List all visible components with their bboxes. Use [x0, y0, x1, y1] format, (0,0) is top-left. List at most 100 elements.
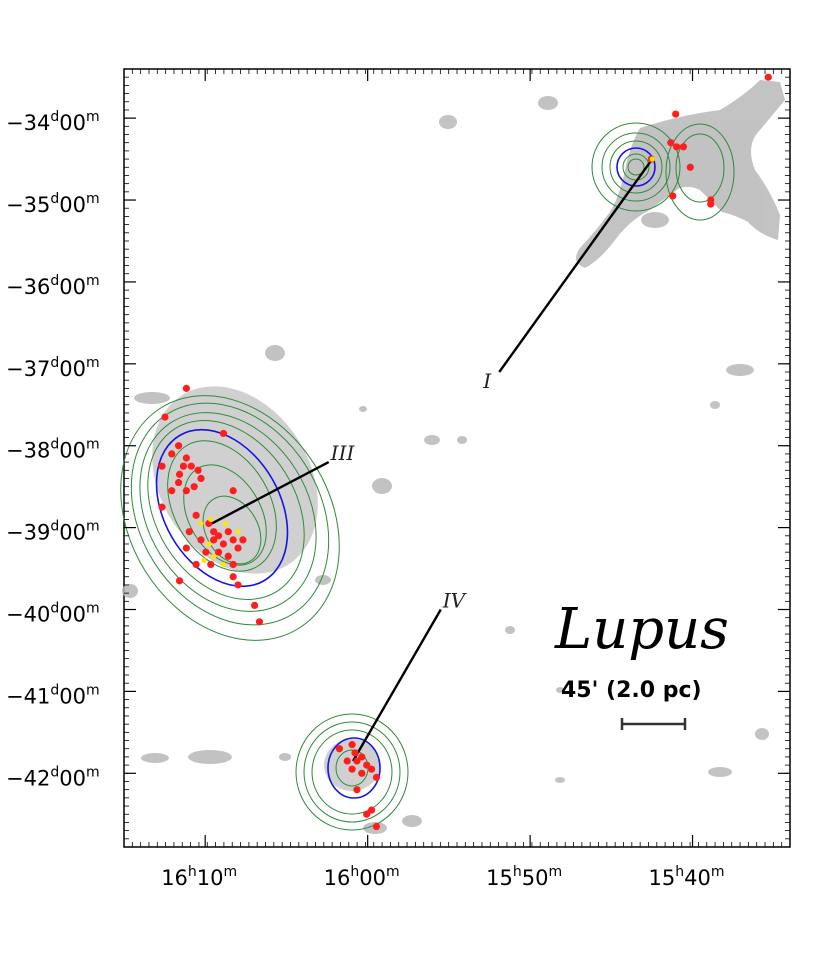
source-point: [372, 822, 381, 831]
source-point: [197, 474, 205, 483]
source-point: [348, 741, 356, 749]
source-point: [255, 618, 264, 626]
highlight-point: [220, 561, 227, 568]
source-point: [669, 192, 677, 200]
highlight-point: [201, 557, 207, 563]
source-point: [353, 757, 361, 765]
scale-bar-label: 45' (2.0 pc): [561, 678, 702, 703]
source-point: [210, 528, 218, 536]
highlight-point: [649, 156, 655, 162]
source-point: [234, 544, 242, 552]
region-I-label: I: [482, 369, 492, 393]
young-stellar-objects: [158, 73, 772, 831]
source-point: [182, 384, 190, 392]
source-point: [358, 769, 366, 777]
region-III-pointer: [211, 461, 330, 525]
source-point: [234, 581, 242, 589]
source-point: [667, 139, 675, 147]
x-tick-label: 16h10m: [161, 864, 237, 890]
source-point: [358, 753, 366, 761]
y-tick-label: −39d00m: [6, 519, 100, 545]
x-axis: 16h10m 16h00m 15h50m 15h40m: [123, 69, 791, 890]
source-point: [197, 536, 205, 544]
source-point: [182, 454, 190, 462]
source-point: [161, 413, 169, 421]
source-point: [174, 478, 183, 487]
source-point: [224, 552, 232, 560]
source-point: [679, 143, 688, 151]
source-point: [168, 487, 176, 495]
source-point: [185, 528, 193, 536]
highlight-point: [206, 541, 212, 547]
source-point: [179, 462, 188, 470]
y-tick-label: −34d00m: [6, 109, 100, 135]
source-point: [686, 163, 694, 171]
highlight-point: [222, 520, 228, 527]
source-point: [363, 761, 371, 769]
source-point: [207, 560, 215, 569]
region-III-label: III: [330, 441, 356, 465]
source-point: [202, 548, 210, 556]
source-point: [214, 532, 223, 540]
source-point: [158, 503, 166, 511]
source-point: [707, 196, 715, 204]
source-point: [367, 765, 376, 773]
source-point: [229, 573, 237, 581]
source-point: [251, 601, 259, 610]
source-point: [335, 745, 344, 753]
source-point: [194, 466, 202, 474]
highlight-point: [208, 516, 214, 523]
source-point: [192, 511, 200, 519]
highlight-point: [211, 553, 217, 559]
source-point: [168, 450, 176, 458]
source-point: [229, 536, 237, 544]
x-tick-label: 15h50m: [486, 864, 562, 890]
source-point: [219, 429, 228, 438]
y-tick-label: −41d00m: [6, 682, 100, 708]
region-IV-label: IV: [442, 589, 468, 613]
source-point: [239, 536, 247, 544]
source-point: [229, 560, 237, 569]
source-point: [348, 765, 356, 773]
y-tick-label: −38d00m: [6, 437, 100, 463]
x-tick-label: 16h00m: [324, 864, 400, 890]
source-point: [175, 470, 184, 478]
source-point: [219, 540, 228, 548]
region-I-pointer: [498, 158, 654, 373]
y-tick-label: −36d00m: [6, 273, 100, 299]
source-point: [182, 544, 190, 552]
source-point: [175, 577, 184, 585]
source-point: [192, 560, 200, 569]
source-point: [372, 773, 381, 781]
source-point: [182, 487, 190, 495]
highlight-point: [198, 520, 204, 527]
y-axis: −34d00m −35d00m −36d00m −37d00m −38d00m −39d0…: [6, 68, 790, 848]
y-tick-label: −37d00m: [6, 355, 100, 381]
source-point: [224, 528, 232, 536]
source-point: [158, 462, 166, 470]
highlight-point: [235, 529, 241, 535]
y-tick-label: −35d00m: [6, 191, 100, 217]
source-point: [343, 757, 351, 765]
source-point: [363, 810, 371, 818]
source-point: [229, 487, 237, 495]
source-point: [351, 749, 359, 757]
source-point: [367, 806, 376, 814]
scale-bar: [620, 718, 687, 730]
source-point: [187, 462, 195, 470]
chart-title: Lupus: [554, 597, 729, 662]
source-point: [672, 110, 680, 118]
y-tick-label: −42d00m: [6, 764, 100, 790]
source-point: [764, 73, 772, 81]
region-IV-pointer: [352, 608, 442, 762]
x-tick-label: 15h40m: [649, 864, 725, 890]
source-point: [210, 536, 218, 544]
source-point: [214, 548, 223, 556]
source-point: [353, 786, 361, 794]
source-point: [190, 483, 198, 491]
source-point: [174, 442, 183, 450]
source-point: [673, 143, 681, 151]
y-tick-label: −40d00m: [6, 601, 100, 627]
